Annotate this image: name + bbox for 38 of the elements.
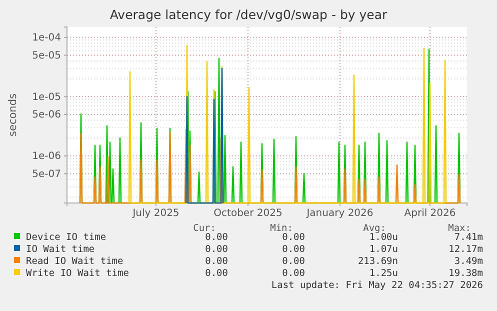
legend-label: Read IO Wait time [26,256,124,267]
text: 1.07u [369,244,398,255]
legend-label: Device IO time [26,232,106,243]
line-series [185,68,224,204]
text: 213.69n [358,256,398,267]
x-tick-label: January 2026 [306,208,374,220]
legend-label: Write IO Wait time [26,268,130,279]
legend-label: IO Wait time [26,244,95,255]
text: Min: [270,223,293,234]
y-tick-label: 1e-04 [32,32,61,44]
y-tick-label: 5e-05 [32,50,61,62]
text: Avg: [363,223,386,234]
text: 0.00 [205,232,228,243]
chart-title: Average latency for /dev/vg0/swap - by year [110,7,388,22]
x-tick-label: April 2026 [404,208,456,220]
text: 0.00 [282,232,306,243]
text: 0.00 [205,268,228,279]
y-tick-label: 1e-05 [32,92,61,103]
text: 0.00 [205,256,228,267]
x-tick-label: July 2025 [132,208,180,220]
text: 12.17m [448,244,484,255]
text: Cur: [193,223,216,234]
text: 0.00 [205,244,228,255]
text: 0.00 [282,268,306,279]
x-tick-label: October 2025 [214,208,282,220]
y-tick-label: 5e-06 [32,110,61,121]
text: 19.38m [448,268,484,279]
text: 1.25u [369,268,398,279]
text: 0.00 [282,256,306,267]
y-tick-label: 1e-06 [32,151,61,162]
text: 1.00u [369,232,398,243]
y-axis-title: seconds [7,94,19,136]
text: Max: [448,223,471,234]
text: Last update: Fri May 22 04:35:27 2026 [271,280,484,291]
text: 7.41m [454,232,484,243]
y-tick-label: 5e-07 [32,168,61,180]
text: 3.49m [454,256,484,267]
text: 0.00 [282,244,306,255]
